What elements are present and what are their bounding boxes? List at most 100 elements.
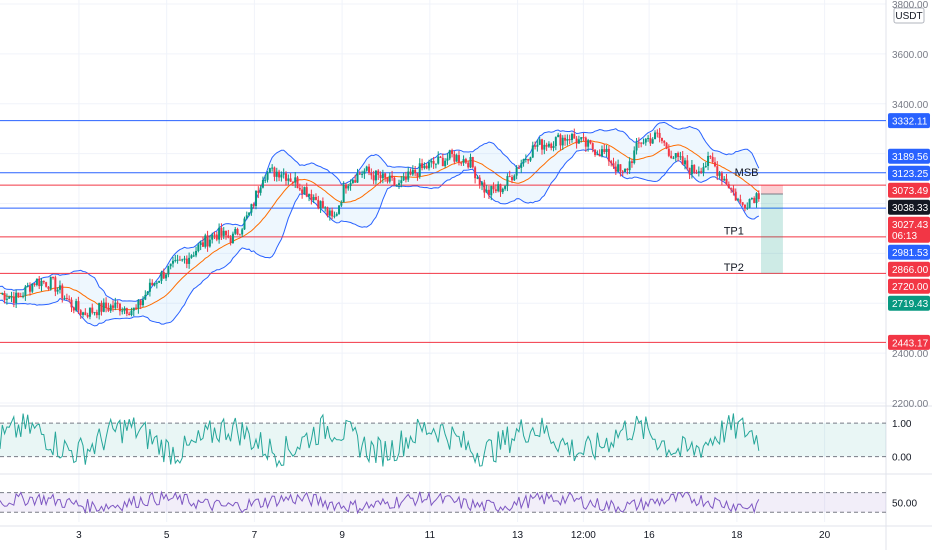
price-level-badge[interactable]: 3332.11 (888, 113, 930, 129)
candle-body (238, 234, 241, 236)
candle-body (485, 189, 488, 193)
price-badge-bg (888, 278, 930, 294)
candle-body (716, 166, 719, 176)
y-tick-label: 3400.00 (892, 100, 929, 111)
candle-body (268, 168, 271, 173)
candle-body (621, 171, 624, 173)
candle-body (144, 294, 147, 300)
price-level-badge[interactable]: 2981.53 (888, 244, 930, 260)
price-level-badge[interactable]: 2719.43 (888, 295, 930, 311)
y-tick-label: 3600.00 (892, 50, 929, 61)
candle-body (416, 173, 419, 177)
candle-body (529, 157, 532, 161)
candle-body (377, 170, 380, 175)
x-tick-label: 18 (731, 530, 743, 541)
candle-body (612, 163, 615, 167)
horizontal-levels[interactable] (0, 120, 886, 343)
candle-body (570, 133, 573, 140)
candle-body (42, 280, 45, 283)
candle-body (56, 289, 59, 292)
candle-body (100, 302, 103, 312)
candle-body (677, 153, 680, 157)
candle-body (218, 227, 221, 240)
price-level-badge[interactable]: 2866.00 (888, 261, 930, 277)
candle-body (19, 296, 22, 298)
candle-body (185, 258, 188, 264)
candle-body (342, 184, 345, 203)
candle-body (481, 182, 484, 185)
candle-body (402, 176, 405, 181)
price-level-badge[interactable]: 3038.33 (888, 199, 930, 215)
candle-body (195, 250, 198, 256)
candle-body (693, 164, 696, 173)
candle-body (79, 310, 82, 315)
candle-body (356, 173, 359, 183)
bar-countdown: 06:13 (892, 231, 917, 242)
candle-body (118, 303, 121, 312)
candle-body (82, 312, 85, 315)
candle-body (536, 144, 539, 147)
candle-body (430, 160, 433, 163)
candle-body (446, 158, 449, 161)
candle-body (746, 207, 749, 209)
candle-body (17, 292, 20, 297)
candle-body (534, 145, 537, 147)
candle-body (566, 139, 569, 141)
short-position-tool[interactable] (760, 185, 783, 274)
candle-body (750, 198, 753, 200)
candle-body (660, 137, 663, 141)
price-axis[interactable]: USDT 2200.002400.002600.002800.003000.00… (888, 0, 930, 410)
candle-body (171, 260, 174, 264)
candle-body (287, 178, 290, 181)
candle-body (95, 312, 98, 316)
candle-body (573, 133, 576, 139)
candle-body (31, 283, 34, 292)
price-level-badge[interactable]: 3073.49 (888, 182, 930, 198)
candle-body (651, 139, 654, 144)
candle-body (158, 280, 161, 283)
candle-body (374, 170, 377, 181)
candle-body (294, 177, 297, 183)
price-badge-label: 2719.43 (892, 299, 929, 310)
time-axis[interactable]: 3 5 7 9 11 13 12:00 16 18 20 (76, 530, 830, 541)
oscillator-1-pane: 1.00 0.00 (0, 413, 912, 469)
price-level-badge[interactable]: 3123.25 (888, 165, 930, 181)
price-badge-label: 2866.00 (892, 265, 929, 276)
candle-body (68, 298, 71, 300)
candle-body (15, 292, 18, 303)
candle-body (707, 155, 710, 166)
candle-body (594, 149, 597, 155)
candle-body (531, 145, 534, 158)
price-level-badge[interactable]: 2443.17 (888, 334, 930, 350)
candle-body (8, 296, 11, 299)
candle-body (614, 166, 617, 172)
candle-body (605, 148, 608, 152)
candle-body (183, 258, 186, 260)
candle-body (1, 293, 4, 295)
currency-badge[interactable]: USDT (893, 7, 925, 24)
bollinger-upper (0, 121, 760, 302)
candle-body (381, 173, 384, 179)
candle-body (368, 166, 371, 173)
candle-body (469, 156, 472, 168)
price-level-badge[interactable]: 3189.56 (888, 148, 930, 164)
price-level-badge[interactable]: 2720.00 (888, 278, 930, 294)
candle-body (331, 210, 334, 217)
candle-body (160, 271, 163, 281)
candle-body (266, 172, 269, 180)
candle-body (88, 307, 91, 317)
candle-body (723, 178, 726, 181)
candle-body (28, 286, 31, 292)
currency-label: USDT (895, 11, 922, 22)
candle-body (132, 307, 135, 311)
candle-body (63, 297, 66, 299)
price-badge-bg (888, 261, 930, 277)
candle-body (448, 150, 451, 159)
target-zone[interactable] (760, 193, 783, 274)
candle-body (52, 277, 55, 279)
stop-zone[interactable] (760, 185, 783, 194)
candle-body (444, 160, 447, 167)
